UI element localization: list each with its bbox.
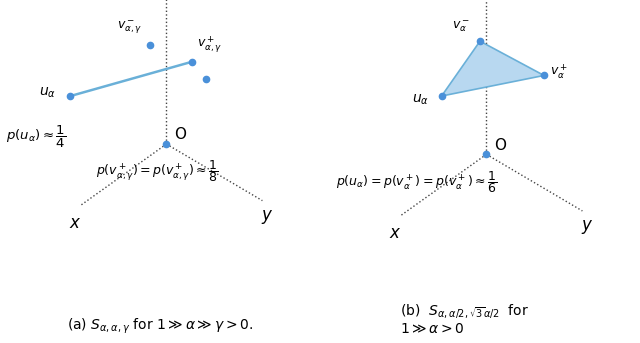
Text: (a) $S_{\alpha,\alpha,\gamma}$ for $1 \gg \alpha \gg \gamma > 0$.: (a) $S_{\alpha,\alpha,\gamma}$ for $1 \g…	[67, 317, 253, 336]
Polygon shape	[442, 41, 544, 96]
Text: O: O	[494, 138, 506, 153]
Text: $v^+_{\alpha}$: $v^+_{\alpha}$	[550, 63, 568, 81]
Text: $v^+_{\alpha,\gamma}$: $v^+_{\alpha,\gamma}$	[197, 34, 222, 55]
Text: $p(u_\alpha) \approx \dfrac{1}{4}$: $p(u_\alpha) \approx \dfrac{1}{4}$	[6, 124, 67, 150]
Text: $y$: $y$	[581, 218, 593, 236]
Text: (b)  $S_{\alpha,\alpha/2,\sqrt{3}\alpha/2}$  for
$1 \gg \alpha > 0$: (b) $S_{\alpha,\alpha/2,\sqrt{3}\alpha/2…	[400, 302, 529, 336]
Text: $v^-_{\alpha,\gamma}$: $v^-_{\alpha,\gamma}$	[117, 18, 142, 36]
Text: $x$: $x$	[389, 224, 401, 242]
Text: $p(v^+_{\alpha,\gamma}) = p(v^+_{\alpha,\gamma}) \approx \dfrac{1}{8}$: $p(v^+_{\alpha,\gamma}) = p(v^+_{\alpha,…	[96, 158, 218, 185]
Text: $u_\alpha$: $u_\alpha$	[412, 92, 429, 107]
Text: $v^-_{\alpha}$: $v^-_{\alpha}$	[452, 19, 470, 34]
Text: $p(u_\alpha) = p(v^+_{\alpha}) = p(v^+_{\alpha}) \approx \dfrac{1}{6}$: $p(u_\alpha) = p(v^+_{\alpha}) = p(v^+_{…	[336, 169, 497, 195]
Text: $y$: $y$	[261, 208, 273, 226]
Text: O: O	[174, 127, 186, 142]
Text: $x$: $x$	[69, 214, 81, 232]
Text: $u_\alpha$: $u_\alpha$	[39, 85, 56, 100]
